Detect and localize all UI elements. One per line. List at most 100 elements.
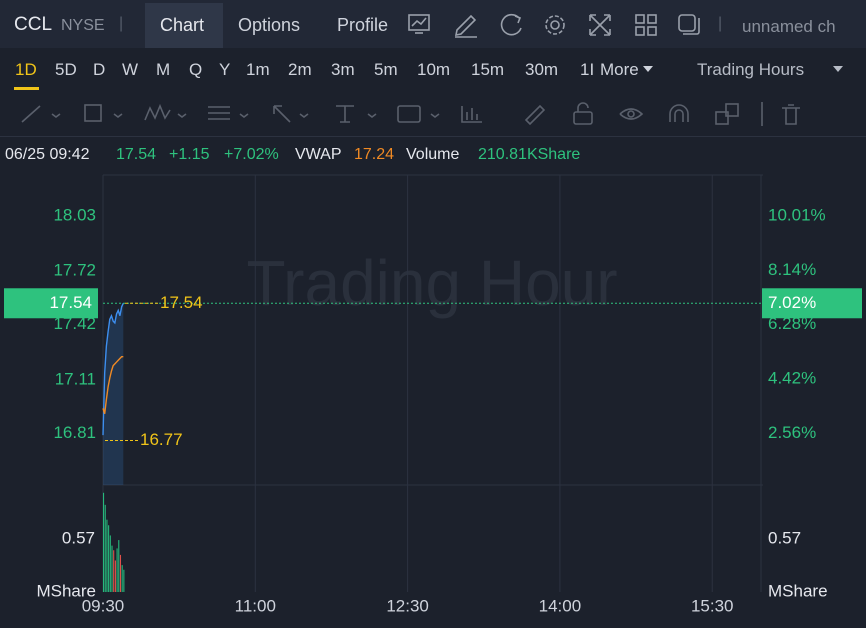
y-tick-label: 17.42 [53, 314, 96, 333]
x-tick-label: 11:00 [235, 596, 276, 615]
volume-bar [106, 519, 108, 592]
volume-value: 210.81KShare [478, 146, 581, 163]
y2-tick-label: 8.14% [768, 260, 816, 279]
y-tick-label: 18.03 [53, 205, 96, 224]
high-label: 17.54 [160, 293, 203, 312]
period[interactable]: Q [189, 60, 203, 79]
eye-tool[interactable] [619, 108, 644, 120]
x-tick-label: 14:00 [539, 596, 582, 615]
x-tick-label: 15:30 [691, 596, 734, 615]
period[interactable]: 5m [374, 60, 398, 79]
series-line [102, 356, 124, 414]
drawing-tools [21, 102, 800, 126]
volume-label: Volume [406, 146, 460, 163]
more-menu[interactable]: More [600, 60, 639, 79]
series-line [102, 302, 124, 436]
period[interactable]: 30m [525, 60, 559, 79]
arrow-tool[interactable] [273, 105, 309, 123]
vwap-label: VWAP [295, 146, 342, 163]
settings-icon[interactable] [545, 15, 565, 35]
y-tick-label: 16.81 [53, 423, 96, 442]
tab[interactable]: Options [238, 15, 301, 35]
price-tag: 17.54 [49, 293, 92, 312]
volume-bar [116, 548, 118, 592]
price-tag-bg [4, 288, 98, 319]
volume-bar [123, 569, 125, 592]
period[interactable]: 1D [15, 60, 37, 79]
period[interactable]: 1m [246, 60, 270, 79]
period[interactable]: 1I [580, 60, 595, 79]
low-label: 16.77 [140, 430, 183, 449]
text-tool[interactable] [336, 105, 377, 123]
tab[interactable]: Chart [160, 15, 205, 35]
period[interactable]: M [156, 60, 171, 79]
pattern-tool[interactable] [144, 103, 187, 121]
top-bar: CCL NYSE | Chart Options Profile | unnam… [0, 0, 866, 48]
volume-unit: MShare [768, 581, 828, 600]
dropdown-arrow [643, 66, 653, 72]
indicator-icon[interactable] [408, 14, 430, 34]
period[interactable]: 10m [417, 60, 451, 79]
trash-tool[interactable] [782, 104, 800, 125]
account[interactable]: unnamed ch [742, 17, 836, 36]
magnet-tool[interactable] [669, 104, 689, 122]
period[interactable]: 3m [331, 60, 355, 79]
lock-tool[interactable] [573, 102, 593, 125]
dropdown-arrow [833, 66, 843, 72]
info-time: 06/25 09:42 [5, 146, 90, 163]
rect-tool[interactable] [84, 104, 123, 122]
window-icon[interactable] [678, 14, 700, 35]
exchange: NYSE [61, 17, 105, 34]
y2-tick-label: 10.01% [768, 205, 826, 224]
layers-tool[interactable] [715, 103, 739, 125]
pencil-tool[interactable] [524, 104, 546, 126]
period-bar: 1D 5D D W M Q Y 1m 2m 3m 5m 10m 15m 30m 1I More Trading… [0, 48, 866, 92]
divider: | [119, 15, 124, 32]
volume-bar [113, 550, 115, 592]
volume-tick-label: 0.57 [768, 529, 801, 548]
volume-bar [109, 535, 111, 592]
period[interactable]: 5D [55, 60, 77, 79]
volume-bar [108, 525, 110, 592]
y-tick-label: 17.11 [55, 369, 96, 388]
trendline-tool[interactable] [21, 105, 61, 123]
volume-bar [103, 492, 105, 592]
volume-bar [118, 540, 120, 592]
volume-bar [111, 545, 113, 592]
volume-bar [121, 565, 123, 592]
fib-tool[interactable] [208, 106, 249, 120]
fullscreen-icon[interactable] [589, 14, 611, 36]
volume-bar [104, 504, 106, 592]
y2-tick-label: 6.28% [768, 314, 816, 333]
bar-tool[interactable] [461, 106, 482, 123]
period[interactable]: 15m [471, 60, 505, 79]
tab[interactable]: Profile [337, 15, 389, 35]
drawing-toolbar [0, 92, 866, 137]
layout-icon[interactable] [635, 14, 657, 36]
info-change-pct: +7.02% [224, 146, 279, 163]
symbol: CCL [14, 14, 53, 35]
note-tool[interactable] [397, 105, 440, 123]
vwap-value: 17.24 [354, 146, 395, 163]
period[interactable]: Y [219, 60, 231, 79]
refresh-icon[interactable] [500, 13, 522, 36]
y-tick-label: 17.72 [53, 261, 96, 280]
pct-tag: 7.02% [768, 293, 816, 312]
active-underline [14, 87, 39, 90]
draw-icon[interactable] [454, 14, 477, 38]
volume-tick-label: 0.57 [62, 529, 95, 548]
session-menu[interactable]: Trading Hours [697, 60, 805, 79]
period[interactable]: D [93, 60, 106, 79]
info-bar: 06/25 09:42 17.54 +1.15 +7.02% VWAP 17.2… [0, 136, 866, 174]
volume-bar [114, 560, 116, 592]
tab-selected-bg [145, 3, 223, 48]
info-price: 17.54 [116, 146, 157, 163]
watermark: Trading Hour [246, 247, 617, 319]
volume-bar [119, 554, 122, 592]
period[interactable]: 2m [288, 60, 312, 79]
period[interactable]: W [122, 60, 139, 79]
info-change: +1.15 [169, 146, 210, 163]
x-tick-label: 09:30 [82, 596, 125, 615]
